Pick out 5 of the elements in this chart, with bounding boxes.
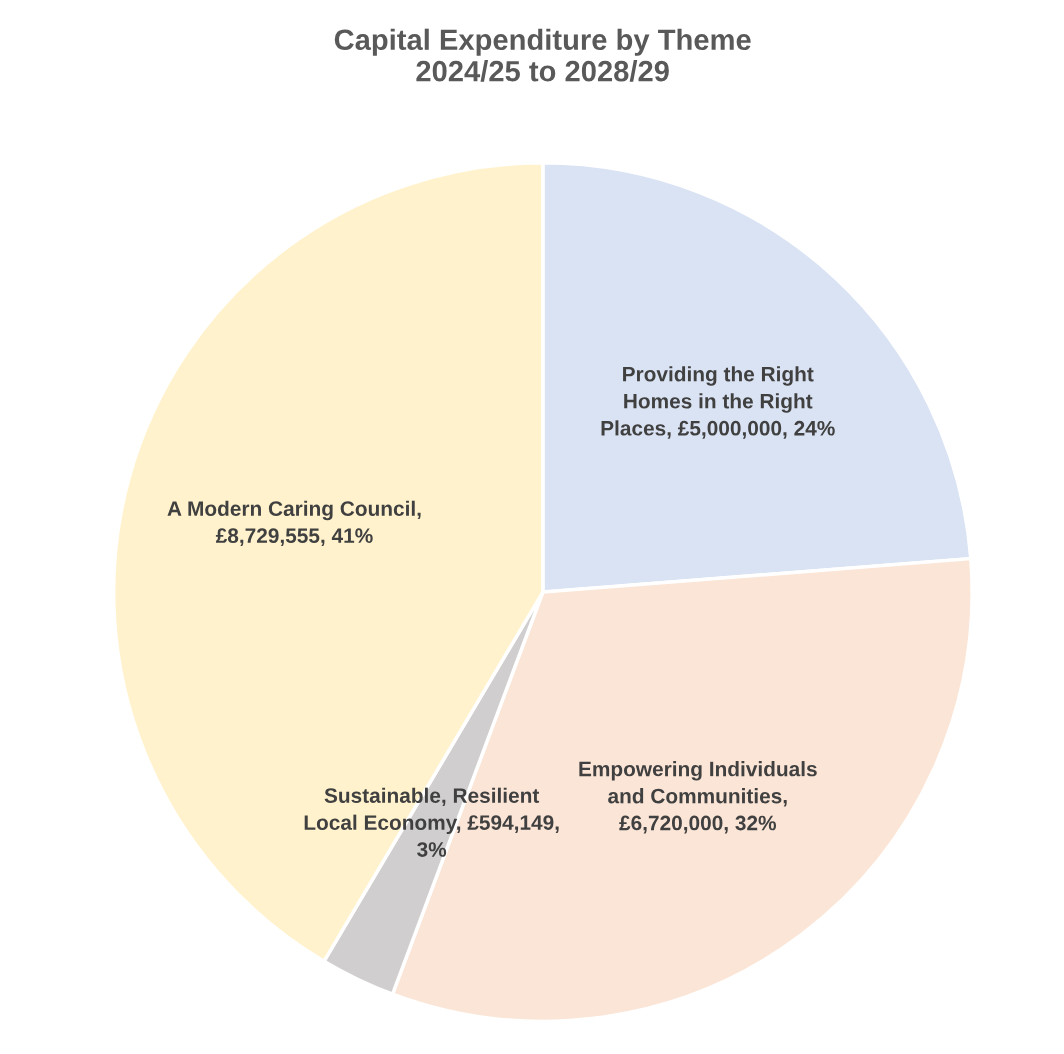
- slice-label: A Modern Caring Council, £8,729,555, 41%: [167, 500, 421, 547]
- slice-label: Providing the Right Homes in the Right Places, £5,000,000, 24%: [601, 366, 835, 439]
- chart-title: Capital Expenditure by Theme 2024/25 to 2028/29: [334, 28, 751, 82]
- slice-label: Empowering Individuals and Communities, £6,720,000, 32%: [579, 761, 817, 834]
- slice-label: Sustainable, Resilient Local Economy, £594,149, 3%: [304, 787, 559, 857]
